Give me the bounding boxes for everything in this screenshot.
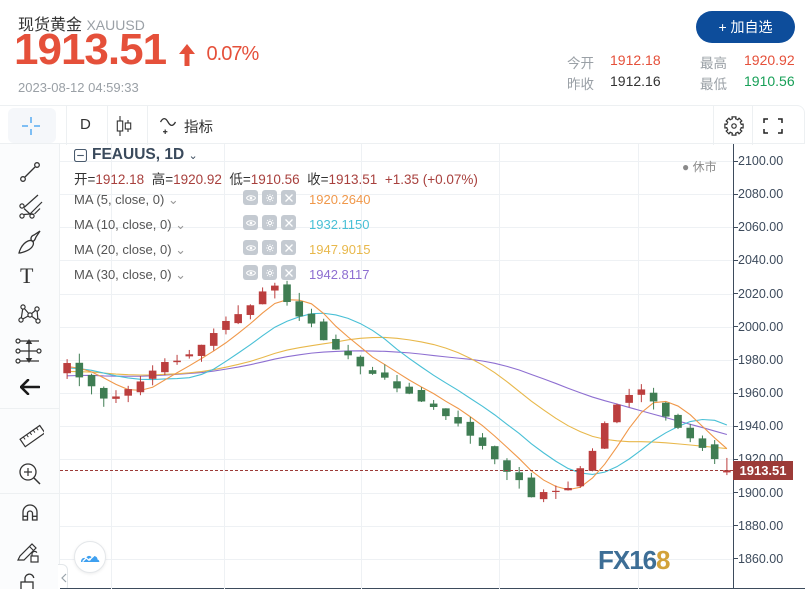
svg-text:8: 8 [656,549,670,575]
svg-text:FX16: FX16 [598,549,657,575]
